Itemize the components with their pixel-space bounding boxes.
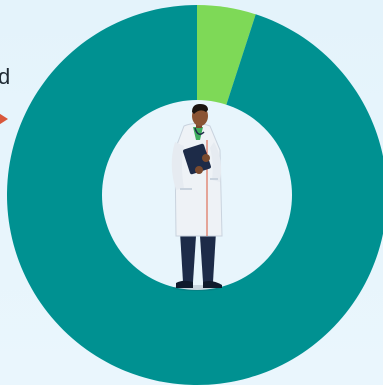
doctor-illustration-icon (171, 104, 223, 291)
legend-label-fragment: d (0, 64, 11, 89)
legend-pointer-icon (0, 113, 8, 125)
